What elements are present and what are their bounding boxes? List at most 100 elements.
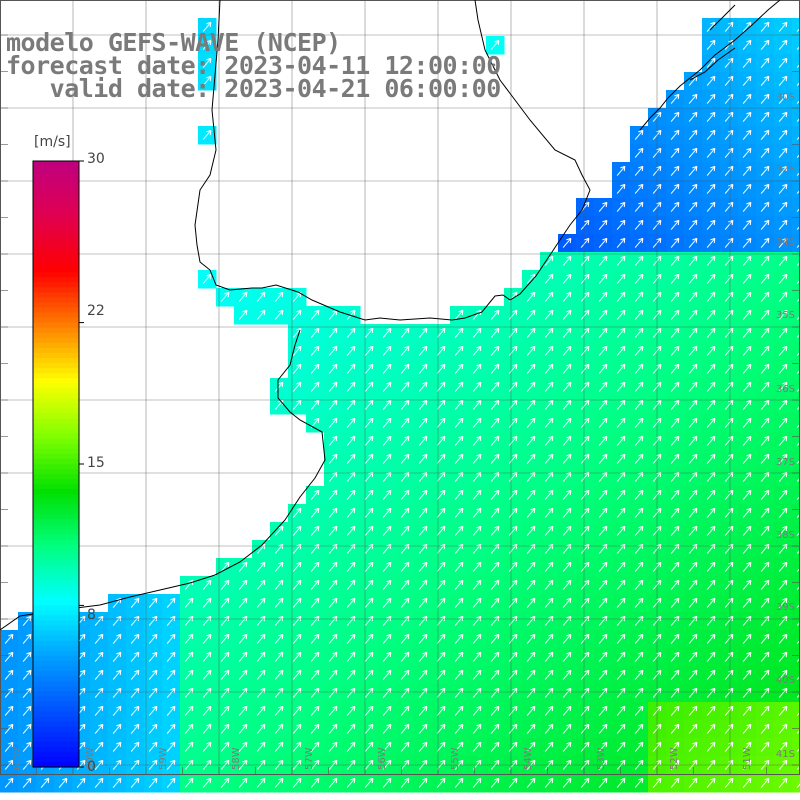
colorbar-segment	[33, 181, 79, 187]
wind-arrows	[4, 21, 800, 788]
wind-arrow	[166, 777, 176, 788]
colorbar-segment	[33, 347, 79, 354]
wind-arrow	[508, 669, 518, 680]
wind-arrow	[760, 57, 770, 68]
wind-arrow	[742, 111, 752, 122]
wind-arrow	[544, 363, 554, 374]
wind-arrow	[526, 777, 536, 788]
colorbar-segment	[33, 746, 79, 753]
wind-arrow	[202, 777, 212, 788]
wind-arrow	[328, 741, 338, 752]
wind-arrow	[364, 633, 374, 644]
wind-arrow	[274, 723, 284, 734]
wind-arrow	[598, 705, 608, 716]
wind-arrow	[364, 381, 374, 392]
wind-arrow	[760, 327, 770, 338]
wind-arrow	[724, 237, 734, 248]
wind-arrow	[436, 651, 446, 662]
wind-arrow	[166, 669, 176, 680]
wind-arrow	[292, 723, 302, 734]
wind-arrow	[472, 363, 482, 374]
wind-arrow	[796, 760, 800, 770]
wind-arrow	[310, 399, 320, 410]
wind-cell	[792, 522, 800, 541]
wind-arrow	[778, 273, 788, 284]
wind-arrow	[598, 633, 608, 644]
wind-arrow	[166, 705, 176, 716]
wind-arrow	[706, 435, 716, 446]
wind-arrow	[580, 453, 590, 464]
wind-arrow	[778, 255, 788, 266]
wind-arrow	[724, 219, 734, 230]
wind-arrow	[616, 183, 626, 194]
wind-arrow	[490, 453, 500, 464]
wind-arrow	[706, 741, 716, 752]
lat-label: 38S	[776, 530, 795, 541]
colorbar-segment	[33, 317, 79, 324]
wind-arrow	[400, 525, 410, 536]
wind-arrow	[760, 291, 770, 302]
wind-arrow	[238, 291, 248, 302]
wind-arrow	[724, 561, 734, 572]
colorbar-segment	[33, 373, 79, 379]
colorbar-segment	[33, 701, 79, 707]
colorbar-segment	[33, 322, 79, 329]
wind-arrow	[634, 381, 644, 392]
wind-arrow	[454, 453, 464, 464]
wind-arrow	[742, 237, 752, 248]
wind-arrow	[94, 723, 104, 734]
wind-arrow	[310, 363, 320, 374]
wind-cell	[792, 576, 800, 595]
wind-arrow	[634, 651, 644, 662]
wind-arrow	[4, 651, 14, 662]
wind-cell	[792, 396, 800, 415]
wind-arrow	[490, 489, 500, 500]
wind-arrow	[778, 705, 788, 716]
wind-arrow	[598, 237, 608, 248]
colorbar-segment	[33, 635, 79, 642]
wind-arrow	[670, 291, 680, 302]
wind-arrow	[346, 597, 356, 608]
wind-arrow	[418, 507, 428, 518]
wind-arrow	[778, 453, 788, 464]
wind-arrow	[292, 669, 302, 680]
wind-cell	[792, 18, 800, 37]
wind-arrow	[400, 417, 410, 428]
wind-arrow	[742, 291, 752, 302]
wind-arrow	[418, 669, 428, 680]
wind-arrow	[724, 255, 734, 266]
wind-arrow	[778, 525, 788, 536]
wind-cell	[792, 252, 800, 271]
wind-arrow	[166, 741, 176, 752]
wind-arrow	[490, 363, 500, 374]
wind-arrow	[778, 723, 788, 734]
wind-arrow	[508, 579, 518, 590]
wind-arrow	[202, 705, 212, 716]
wind-arrow	[688, 147, 698, 158]
wind-arrow	[274, 579, 284, 590]
wind-arrow	[418, 327, 428, 338]
wind-cell	[792, 270, 800, 289]
wind-arrow	[724, 291, 734, 302]
wind-arrow	[490, 309, 500, 320]
wind-arrow	[724, 651, 734, 662]
wind-arrow	[742, 435, 752, 446]
wind-arrow	[364, 453, 374, 464]
wind-arrow	[202, 75, 212, 86]
wind-arrow	[778, 309, 788, 320]
wind-arrow	[328, 597, 338, 608]
wind-arrow	[328, 345, 338, 356]
wind-arrow	[634, 291, 644, 302]
wind-cell	[792, 108, 800, 127]
colorbar-segment	[33, 176, 79, 182]
wind-arrow	[544, 255, 554, 266]
wind-arrow	[598, 255, 608, 266]
wind-arrow	[202, 129, 212, 140]
wind-arrow	[382, 363, 392, 374]
wind-arrow	[202, 633, 212, 644]
wind-arrow	[616, 723, 626, 734]
wind-arrow	[544, 291, 554, 302]
wind-arrow	[778, 201, 788, 212]
wind-arrow	[616, 237, 626, 248]
wind-arrow	[580, 777, 590, 788]
